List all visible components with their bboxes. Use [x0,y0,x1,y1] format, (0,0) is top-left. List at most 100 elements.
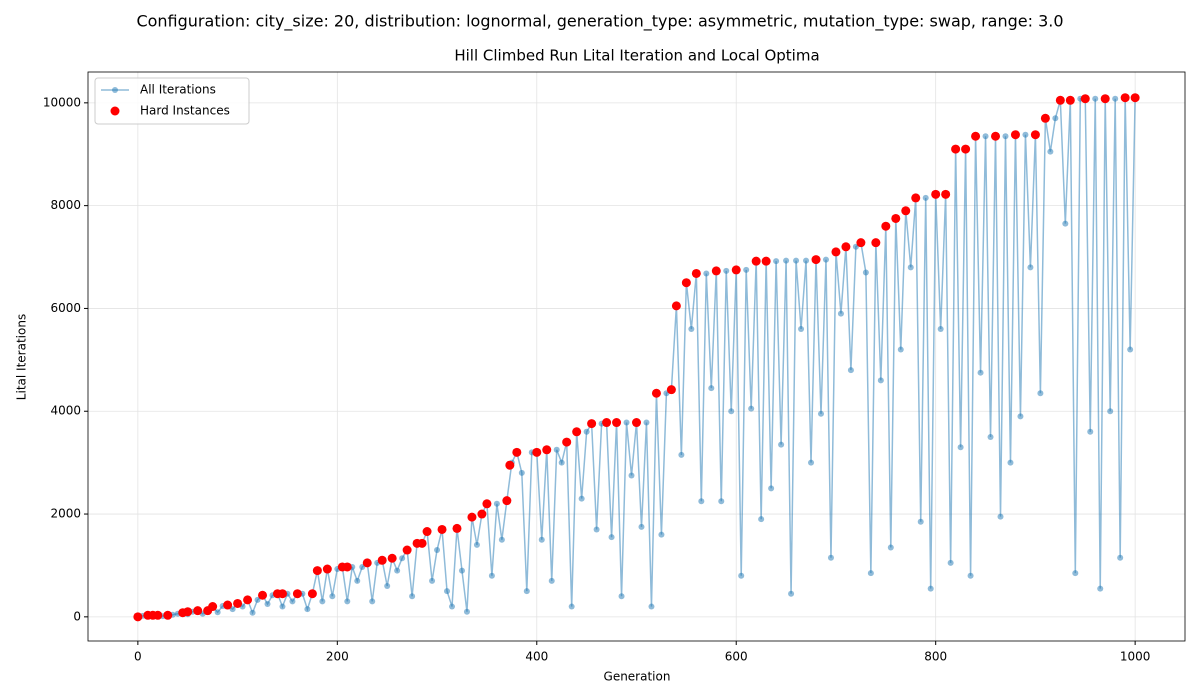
hard-instance [502,496,512,506]
hard-instance [951,144,961,154]
point [783,257,790,264]
point [593,526,600,533]
point [643,419,650,426]
point [738,572,745,579]
point [658,531,665,538]
point [618,593,625,600]
point [907,264,914,271]
hard-instance [602,418,612,428]
point [289,598,296,605]
hard-instance [941,189,951,199]
hard-instance [417,538,427,548]
legend-box [94,77,250,125]
hard-instance [587,419,597,429]
hard-instance [402,545,412,555]
hard-instance [911,193,921,203]
hard-instance [362,558,372,568]
hard-instance [377,555,387,565]
hard-instance [572,427,582,437]
point [434,547,441,554]
point [1127,346,1134,353]
point [384,583,391,590]
point [1027,264,1034,271]
point [837,310,844,317]
hard-instance [467,512,477,522]
legend-label: Hard Instances [140,104,230,118]
hard-instance [761,256,771,266]
point [703,270,710,277]
point [947,559,954,566]
hard-instance [1010,130,1020,140]
series-line [137,97,1136,618]
point [498,536,505,543]
hard-instance [1080,94,1090,104]
point [254,596,261,603]
hard-instance [477,509,487,519]
hard-instance [562,437,572,447]
point [748,405,755,412]
point [723,267,730,274]
hard-instance [1100,94,1110,104]
hard-instance [312,566,322,576]
point [344,598,351,605]
hard-instance [292,589,302,599]
point [867,570,874,577]
point [1092,95,1099,102]
hard-instance [666,385,676,395]
point [728,408,735,415]
point [1117,554,1124,561]
hard-instance [731,265,741,275]
x-tick-label: 200 [326,650,349,664]
hard-instance [841,242,851,252]
point [1002,133,1009,140]
legend-label: All Iterations [140,83,216,97]
hard-instance [671,301,681,311]
point [264,600,271,607]
y-tick-label: 0 [73,609,81,623]
x-tick-label: 400 [525,650,548,664]
point [987,433,994,440]
hard-instance [881,221,891,231]
x-tick-label: 1000 [1120,650,1151,664]
point [548,577,555,584]
point [1107,408,1114,415]
point [718,498,725,505]
x-axis-label: Generation [604,670,671,684]
hard-instance [482,499,492,509]
point [827,554,834,561]
point [638,523,645,530]
hard-instance [811,255,821,265]
point [319,598,326,605]
point [798,326,805,333]
point [279,603,286,610]
hard-instance [1120,93,1130,103]
hard-instance [258,590,268,600]
y-tick-label: 6000 [50,301,81,315]
point [957,444,964,451]
hard-instance [183,607,193,617]
point [493,500,500,507]
hard-instance [387,553,397,563]
hard-instance [931,189,941,199]
point [922,194,929,201]
hard-instance [612,418,622,428]
point [449,603,456,610]
y-axis-label: Lital Iterations [15,314,29,400]
hard-instance [651,388,661,398]
hard-instance [961,144,971,154]
point [568,603,575,610]
y-tick-label: 8000 [50,198,81,212]
hard-instance [1055,95,1065,105]
point [399,555,406,562]
hard-instance [711,266,721,276]
hard-instance [322,564,332,574]
point [708,385,715,392]
point [518,469,525,476]
point [967,572,974,579]
point [768,485,775,492]
point [304,606,311,613]
point [698,498,705,505]
hard-instance [422,527,432,537]
point [773,258,780,265]
